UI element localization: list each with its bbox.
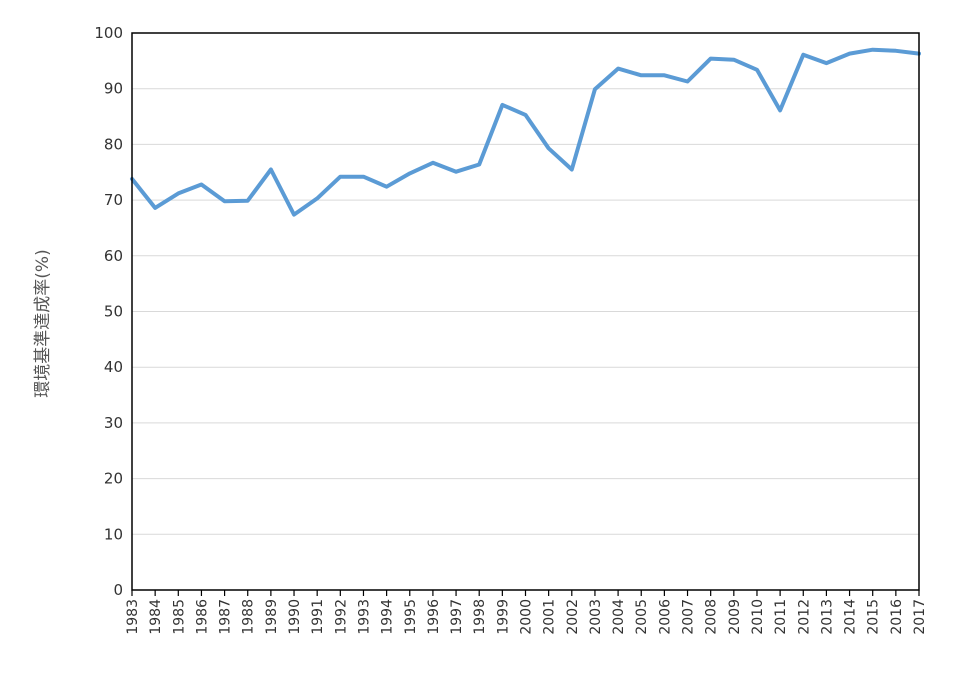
- x-tick-label-1983: 1983: [125, 599, 141, 635]
- y-axis-label: 環境基準達成率(%): [33, 249, 53, 397]
- x-tick-label-2006: 2006: [657, 599, 673, 635]
- x-tick-label-2011: 2011: [773, 599, 789, 635]
- x-tick-label-2009: 2009: [727, 599, 743, 635]
- x-tick-label-2010: 2010: [750, 599, 766, 635]
- y-tick-label-80: 80: [104, 135, 123, 153]
- x-tick-label-1997: 1997: [449, 599, 465, 635]
- x-tick-label-1991: 1991: [310, 599, 326, 635]
- x-tick-label-1993: 1993: [356, 599, 372, 635]
- y-axis-ticks: 0 10 20 30 40 50 60 70 80 90 100: [94, 24, 123, 599]
- x-tick-label-1998: 1998: [472, 599, 488, 635]
- x-tick-label-1986: 1986: [194, 599, 210, 635]
- x-tick-label-1990: 1990: [287, 599, 303, 635]
- y-tick-label-0: 0: [113, 581, 123, 599]
- y-tick-label-30: 30: [104, 414, 123, 432]
- x-tick-label-1994: 1994: [380, 599, 396, 635]
- x-tick-label-2008: 2008: [704, 599, 720, 635]
- x-tick-label-1988: 1988: [241, 599, 257, 635]
- plot-area-frame: [131, 32, 920, 591]
- x-tick-label-2000: 2000: [519, 599, 535, 635]
- y-tick-label-60: 60: [104, 247, 123, 265]
- x-tick-label-2015: 2015: [866, 599, 882, 635]
- y-tick-label-50: 50: [104, 303, 123, 321]
- x-tick-label-2005: 2005: [634, 599, 650, 635]
- x-tick-label-1984: 1984: [148, 599, 164, 635]
- y-tick-label-20: 20: [104, 470, 123, 488]
- x-axis-ticks: 1983 1984 1985 1986 1987 1988 1989 1990 1991 1992…: [125, 590, 928, 635]
- x-tick-label-2001: 2001: [542, 599, 558, 635]
- gridlines: [132, 88, 919, 535]
- x-tick-label-2003: 2003: [588, 599, 604, 635]
- y-tick-label-70: 70: [104, 191, 123, 209]
- x-tick-label-1987: 1987: [218, 599, 234, 635]
- x-tick-label-2007: 2007: [681, 599, 697, 635]
- y-tick-label-90: 90: [104, 80, 123, 98]
- y-tick-label-40: 40: [104, 358, 123, 376]
- x-tick-label-1992: 1992: [333, 599, 349, 635]
- x-tick-label-1996: 1996: [426, 599, 442, 635]
- y-tick-label-100: 100: [94, 24, 123, 42]
- x-tick-label-1985: 1985: [171, 599, 187, 635]
- y-tick-label-10: 10: [104, 525, 123, 543]
- x-tick-label-1989: 1989: [264, 599, 280, 635]
- x-tick-label-2013: 2013: [819, 599, 835, 635]
- x-tick-label-1995: 1995: [403, 599, 419, 635]
- series-line: [130, 47, 921, 217]
- x-tick-label-2002: 2002: [565, 599, 581, 635]
- x-tick-label-2004: 2004: [611, 599, 627, 635]
- x-tick-label-2016: 2016: [889, 599, 905, 635]
- x-tick-label-2017: 2017: [912, 599, 928, 635]
- x-tick-label-2012: 2012: [796, 599, 812, 635]
- x-tick-label-1999: 1999: [495, 599, 511, 635]
- x-tick-label-2014: 2014: [843, 599, 859, 635]
